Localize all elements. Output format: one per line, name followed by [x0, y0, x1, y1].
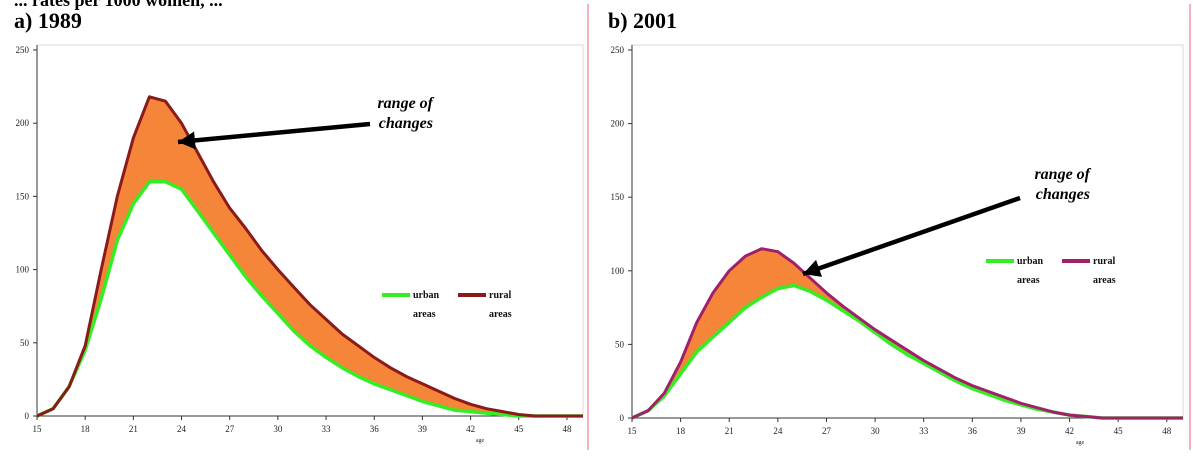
x-tick-label: 36 — [370, 424, 380, 434]
chart-2001: 0 50 100 150 200 250 15 18 21 24 27 30 33 36 39 42 45 48 a… — [611, 4, 1191, 450]
x-tick-label: 39 — [1016, 426, 1026, 436]
x-tick-label: 48 — [562, 424, 572, 434]
y-tick-label: 100 — [16, 265, 30, 275]
x-axis-label: age — [1076, 440, 1085, 446]
annotation-arrow-shaft — [177, 121, 371, 145]
chart-title-1989: a) 1989 — [14, 8, 82, 33]
x-tick-label: 48 — [1162, 426, 1172, 436]
x-tick-label: 27 — [225, 424, 235, 434]
annotation-range-of-changes: range of changes — [377, 95, 434, 132]
x-tick-label: 42 — [1065, 426, 1074, 436]
x-axis-label: age — [476, 438, 485, 444]
annotation-arrow-shaft — [802, 195, 1021, 277]
x-tick-label: 39 — [418, 424, 428, 434]
y-tick-label: 100 — [611, 266, 625, 276]
x-tick-label: 15 — [33, 424, 43, 434]
annotation-range-of-changes: range of changes — [1034, 166, 1091, 203]
x-tick-label: 27 — [822, 426, 832, 436]
y-tick-label: 50 — [615, 339, 625, 349]
x-tick-label: 18 — [81, 424, 91, 434]
legend-label-rural: rural areas — [489, 290, 512, 320]
y-tick-label: 50 — [20, 338, 30, 348]
rural-series-line — [631, 247, 1183, 420]
range-of-changes-area — [37, 96, 583, 417]
y-tick-label: 250 — [611, 45, 625, 55]
y-tick-label: 0 — [620, 413, 625, 423]
legend-label-urban: urban areas — [1017, 256, 1044, 286]
x-tick-label: 15 — [628, 426, 638, 436]
y-tick-label: 150 — [16, 191, 30, 201]
x-tick-label: 36 — [968, 426, 978, 436]
annotation-arrow-head — [803, 259, 823, 277]
x-tick-label: 24 — [773, 426, 783, 436]
x-tick-label: 24 — [177, 424, 187, 434]
x-tick-label: 30 — [871, 426, 881, 436]
x-tick-label: 18 — [676, 426, 686, 436]
x-tick-label: 30 — [273, 424, 283, 434]
chart-panel-2001: b) 2001 0 50 100 150 200 250 15 18 21 24 27 30 33 36 3… — [600, 0, 1193, 459]
y-tick-label: 200 — [611, 119, 625, 129]
x-tick-label: 45 — [1114, 426, 1124, 436]
x-tick-label: 42 — [466, 424, 475, 434]
y-tick-label: 200 — [16, 118, 30, 128]
y-tick-label: 0 — [25, 411, 30, 421]
x-tick-label: 33 — [322, 424, 332, 434]
chart-1989: 0 50 100 150 200 250 15 18 21 24 27 30 33 36 39 42 45 48 a… — [16, 4, 589, 450]
chart-title-2001: b) 2001 — [608, 8, 678, 33]
legend-label-rural: rural areas — [1093, 256, 1116, 286]
legend-label-urban: urban areas — [413, 290, 440, 320]
x-tick-label: 21 — [725, 426, 734, 436]
cut-header-text: ... rates per 1000 women, ... — [14, 0, 223, 10]
urban-series-line — [36, 180, 583, 418]
annotation-arrow-head — [178, 131, 196, 150]
x-tick-label: 33 — [919, 426, 929, 436]
plot-frame — [631, 44, 1184, 419]
y-tick-label: 250 — [16, 45, 30, 55]
x-tick-label: 45 — [514, 424, 524, 434]
rural-series-line — [36, 95, 583, 418]
x-tick-label: 21 — [129, 424, 138, 434]
y-tick-label: 150 — [611, 192, 625, 202]
chart-panel-1989: a) 1989 0 50 100 150 200 250 15 18 21 24 27 30 33 36 3… — [0, 0, 590, 459]
